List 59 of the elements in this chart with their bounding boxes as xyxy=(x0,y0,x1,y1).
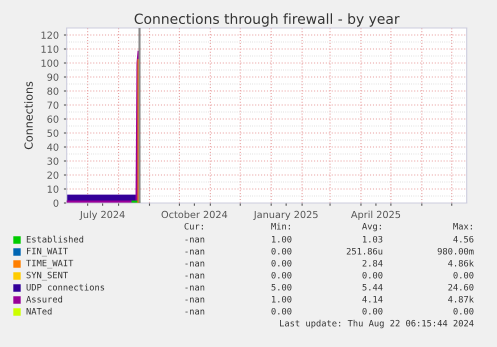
y-tick-label: 80 xyxy=(47,87,58,95)
y-tick-label: 30 xyxy=(47,157,58,165)
text: 0.00 xyxy=(362,308,382,315)
text: 4.86k xyxy=(448,260,474,267)
text: 0.00 xyxy=(454,308,474,315)
text: -nan xyxy=(185,274,204,279)
text: -nan xyxy=(185,286,204,291)
x-tick-label: April 2025 xyxy=(350,210,400,220)
y-tick-label: 70 xyxy=(47,101,58,109)
chart-title: Connections through firewall - by year xyxy=(134,13,400,27)
text: 0.00 xyxy=(454,272,474,279)
text: 0.00 xyxy=(272,260,292,267)
x-tick-label: July 2024 xyxy=(79,210,125,220)
text: 1.00 xyxy=(272,236,292,243)
text: 251.86u xyxy=(346,248,382,255)
y-axis-title: Connections xyxy=(24,82,33,150)
text: Last update: Thu Aug 22 06:15:44 2024 xyxy=(280,320,474,328)
y-tick-label: 60 xyxy=(47,115,58,123)
legend-label: UDP connections xyxy=(26,284,104,291)
text: Max: xyxy=(453,223,472,230)
text: -nan xyxy=(185,250,204,255)
text: -nan xyxy=(185,298,204,303)
y-tick-label: 50 xyxy=(47,129,58,137)
text: 5.00 xyxy=(272,284,292,291)
legend-label: SYN_SENT xyxy=(26,272,68,280)
text: -nan xyxy=(185,262,204,267)
text: 4.87k xyxy=(448,296,474,303)
text: Min: xyxy=(271,222,290,230)
y-tick-label: 0 xyxy=(54,199,58,207)
text: 0.00 xyxy=(272,308,292,315)
text: 2.84 xyxy=(362,260,383,267)
y-tick-label: 90 xyxy=(47,73,58,81)
y-tick-label: 40 xyxy=(47,143,58,151)
text: -nan xyxy=(185,310,204,315)
text: 1.00 xyxy=(272,296,292,303)
y-tick-label: 120 xyxy=(42,31,58,39)
legend-label: Established xyxy=(26,236,84,243)
text: Avg: xyxy=(362,223,381,232)
text: 4.14 xyxy=(362,296,383,302)
x-tick-label: October 2024 xyxy=(162,210,228,218)
text: 0.00 xyxy=(272,248,292,255)
y-tick-label: 100 xyxy=(42,59,58,67)
text: 0.00 xyxy=(362,272,382,279)
text: 24.60 xyxy=(448,284,474,291)
legend-label: FIN_WAIT xyxy=(26,248,68,256)
y-tick-label: 20 xyxy=(47,171,58,179)
legend-label: TIME_WAIT xyxy=(26,260,74,268)
y-tick-label: 110 xyxy=(42,45,58,53)
text: -nan xyxy=(185,238,204,243)
x-tick-label: January 2025 xyxy=(253,210,318,220)
text: 980.00m xyxy=(438,248,474,255)
y-tick-label: 10 xyxy=(48,185,58,193)
text: 1.03 xyxy=(362,236,382,243)
text: Cur: xyxy=(184,222,203,230)
legend-label: Assured xyxy=(26,296,62,303)
legend-label: NATed xyxy=(26,308,52,315)
text: 0.00 xyxy=(272,272,292,279)
text: 4.56 xyxy=(453,236,474,243)
text: 5.44 xyxy=(362,284,383,291)
